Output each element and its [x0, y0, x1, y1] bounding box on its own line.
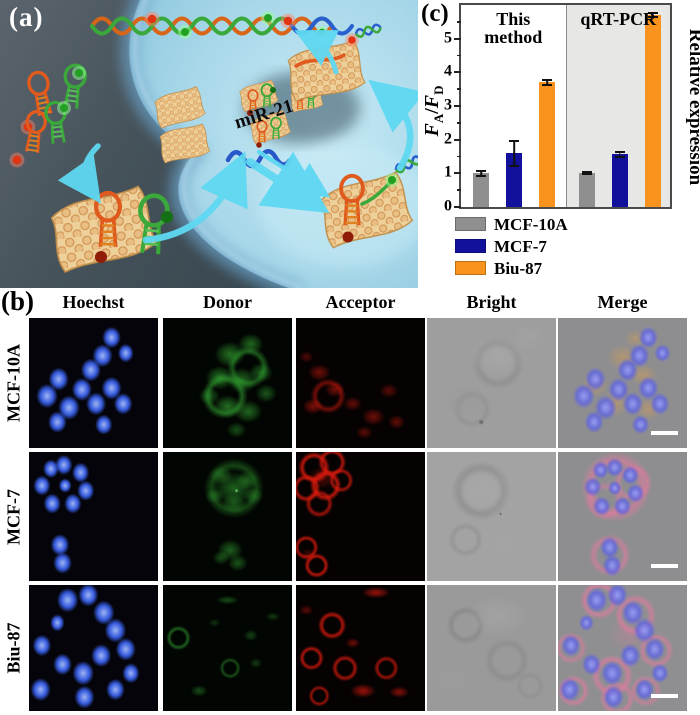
legend-item-biu-87: Biu-87 — [455, 259, 568, 277]
chart-group-this-method: This method — [461, 5, 566, 207]
micro-mcf-10a-bright — [427, 318, 556, 448]
micro-biu-87-bright — [427, 585, 556, 711]
error-bar — [614, 150, 625, 158]
micro-biu-87-acceptor — [296, 585, 425, 711]
panel-a-label: (a) — [9, 2, 44, 32]
bars-qrt-pcr — [567, 5, 671, 207]
bars-this-method — [461, 5, 566, 207]
y-tick-minor — [457, 155, 461, 158]
schematic-illustration — [0, 0, 418, 288]
y-tick-minor — [457, 21, 461, 23]
y-tick-label: 0 — [444, 197, 452, 215]
micro-biu-87-donor — [163, 585, 292, 711]
bar-mcf-10a-g1 — [578, 173, 595, 207]
group-title-this-method: This method — [484, 9, 543, 48]
column-header-merge: Merge — [597, 292, 648, 312]
y-tick-minor — [457, 189, 461, 191]
micro-mcf-7-donor — [163, 452, 292, 581]
y-tick-minor — [457, 88, 461, 90]
y-tick-label: 5 — [444, 28, 452, 46]
legend-label: MCF-7 — [494, 236, 547, 256]
row-label-mcf-10a: MCF-10A — [3, 344, 24, 422]
y-tick-minor — [457, 122, 461, 124]
y-tick-major — [454, 71, 461, 74]
micro-mcf-10a-donor — [163, 318, 292, 448]
panel-b-microscopy: (b) Hoechst Donor Acceptor Bright Merge MCF-1… — [0, 286, 700, 715]
bar-biu-87-g1 — [644, 15, 661, 207]
chart-legend: MCF-10A MCF-7 Biu-87 — [455, 215, 568, 281]
ylabel-F2: F — [421, 94, 443, 109]
legend-swatch — [455, 239, 486, 253]
panel-a-schematic: (a) miR-21 — [0, 0, 418, 288]
legend-swatch — [455, 261, 486, 275]
bar-biu-87-g0 — [539, 82, 555, 207]
y-tick-label: 4 — [444, 62, 452, 80]
column-header-hoechst: Hoechst — [62, 292, 125, 312]
legend-label: MCF-10A — [494, 214, 568, 234]
panel-c-label: (c) — [421, 0, 449, 27]
legend-item-mcf-7: MCF-7 — [455, 237, 568, 255]
ylabel-subA: A — [431, 113, 446, 124]
y-tick-label: 1 — [444, 163, 452, 181]
y-tick-major — [454, 172, 461, 175]
row-label-mcf-7: MCF-7 — [3, 488, 24, 545]
legend-label: Biu-87 — [494, 258, 543, 278]
ylabel-slash: / — [421, 108, 443, 114]
micro-biu-87-merge — [558, 585, 687, 711]
error-bar — [581, 171, 592, 175]
chart-group-qrt-pcr: qRT-PCR — [565, 5, 671, 207]
row-label-biu-87: Biu-87 — [3, 622, 24, 674]
legend-item-mcf-10a: MCF-10A — [455, 215, 568, 233]
panel-b-label: (b) — [1, 286, 34, 316]
bar-mcf-10a-g0 — [473, 173, 489, 207]
error-bar — [476, 170, 486, 177]
column-header-donor: Donor — [203, 292, 252, 312]
ylabel-F1: F — [421, 123, 443, 137]
micro-mcf-7-hoechst — [29, 452, 158, 581]
y-tick-major — [454, 105, 461, 107]
y-tick-minor — [457, 54, 461, 57]
column-header-bright: Bright — [466, 292, 517, 312]
scale-bar — [651, 694, 678, 698]
micro-mcf-7-acceptor — [296, 452, 425, 581]
error-bar — [509, 139, 519, 167]
scale-bar — [651, 431, 678, 435]
bar-chart-plot: This method qRT-PCR 0 1 2 3 4 5 — [444, 3, 672, 214]
micro-mcf-10a-merge — [558, 318, 687, 448]
y-tick-label: 2 — [444, 129, 452, 147]
y-axis-label-right: Relative expression — [685, 28, 700, 186]
micro-mcf-10a-hoechst — [29, 318, 158, 448]
group-title-qrt-pcr: qRT-PCR — [580, 9, 657, 29]
micro-biu-87-hoechst — [29, 585, 158, 711]
y-tick-label: 3 — [444, 96, 452, 114]
y-tick-major — [454, 37, 461, 40]
error-bar — [542, 79, 552, 86]
legend-swatch — [455, 217, 486, 231]
micro-mcf-10a-acceptor — [296, 318, 425, 448]
micro-mcf-7-merge — [558, 452, 687, 581]
y-tick-major — [454, 206, 461, 208]
y-axis-label-left: FA/FD — [421, 68, 447, 154]
column-header-acceptor: Acceptor — [325, 292, 396, 312]
error-bar — [647, 12, 658, 18]
ylabel-subD: D — [431, 85, 446, 95]
y-tick-major — [454, 138, 461, 141]
bar-mcf-7-g1 — [611, 154, 628, 207]
scale-bar — [651, 564, 678, 568]
micro-mcf-7-bright — [427, 452, 556, 581]
